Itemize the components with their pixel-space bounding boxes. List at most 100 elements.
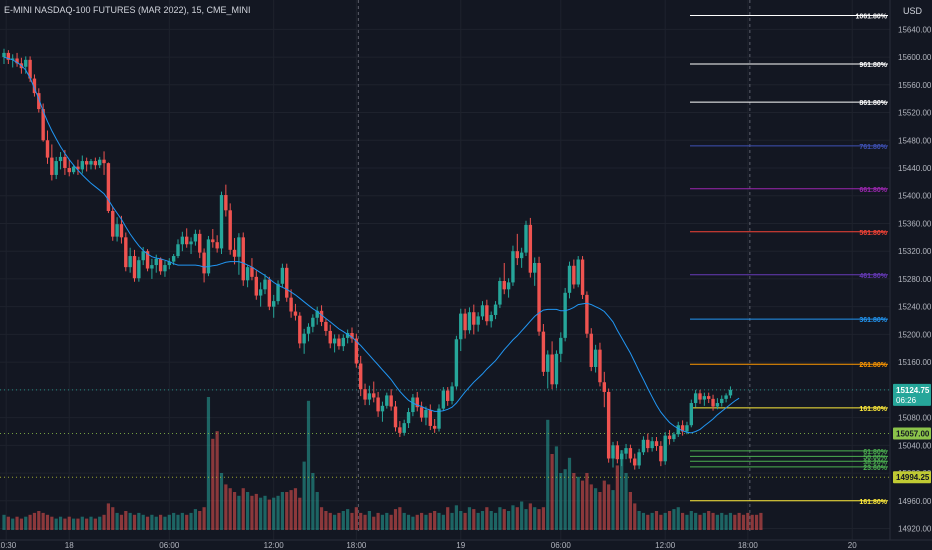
candle-body [437, 408, 441, 429]
candle-body [15, 58, 19, 64]
volume-bar [254, 493, 258, 530]
volume-bar [520, 501, 524, 530]
candle-body [450, 386, 454, 401]
volume-bar [402, 512, 406, 530]
candle-body [363, 389, 367, 400]
candle-body [563, 292, 567, 338]
volume-bar [337, 512, 341, 530]
volume-bar [741, 514, 746, 530]
price-badge-countdown: 06:26 [896, 396, 917, 405]
time-axis[interactable]: 20:30 18 06:00 12:00 18:00 19 06:00 12:00 18:00 2… [0, 539, 932, 550]
price-tick-label: 15360.00 [898, 219, 932, 228]
volume-bar [385, 512, 389, 530]
volume-bar [441, 514, 445, 530]
volume-bar [585, 473, 589, 530]
volume-bar [372, 516, 376, 530]
volume-bar [533, 507, 537, 530]
volume-bar [580, 480, 585, 530]
candle-body [446, 390, 450, 401]
price-tick-label: 15160.00 [898, 358, 932, 367]
candle-body [315, 310, 319, 318]
volume-bar [293, 488, 298, 530]
candle-body [546, 354, 550, 372]
candle-body [367, 393, 372, 400]
fib-label: 561.80% [859, 230, 887, 237]
price-tick-label: 14920.00 [898, 525, 932, 534]
volume-bar [128, 512, 132, 530]
volume-bar [359, 512, 363, 530]
candle-body [119, 224, 124, 238]
volume-bar [415, 514, 419, 530]
volume-bar [150, 514, 154, 530]
candle-body [498, 281, 502, 305]
volume-bar [124, 511, 128, 530]
volume-bar [154, 516, 158, 530]
candle-body [319, 310, 324, 322]
volume-bar [11, 518, 15, 530]
candle-body [372, 393, 376, 398]
candle-body [237, 237, 241, 257]
candle-body [163, 265, 167, 272]
volume-bar [737, 512, 741, 530]
candle-body [245, 267, 250, 281]
volume-bar [250, 495, 254, 530]
candle-body [611, 445, 615, 459]
time-tick-label: 06:00 [159, 541, 180, 550]
candle-body [424, 409, 428, 418]
candle-body [502, 281, 506, 290]
candle-body [150, 265, 154, 269]
price-tick-label: 15080.00 [898, 414, 932, 423]
volume-bar [489, 511, 493, 530]
candle-body [180, 236, 185, 245]
volume-bar [85, 518, 89, 530]
time-tick-label: 18:00 [346, 541, 367, 550]
volume-bar [715, 514, 719, 530]
volume-bar [524, 509, 528, 530]
volume-bar [246, 492, 250, 530]
price-tick-label: 15040.00 [898, 441, 932, 450]
volume-bar [63, 518, 67, 530]
volume-bar [324, 511, 328, 530]
candle-body [432, 425, 437, 429]
candle-body [411, 397, 415, 413]
candle-body [698, 393, 702, 400]
fib-label: 261.80% [859, 362, 887, 369]
volume-bar [215, 431, 219, 530]
fibonacci-levels: 1061.80% 961.80% 861.80% 761.80% 661.80% 561.… [0, 13, 890, 506]
volume-bar [119, 514, 124, 530]
candle-body [67, 168, 71, 173]
candle-body [576, 259, 580, 285]
fib-label: 761.80% [859, 144, 887, 151]
candle-body [228, 210, 232, 250]
candle-body [385, 395, 389, 406]
fib-label: 50.00% [863, 454, 888, 461]
volume-bar [685, 514, 689, 530]
volume-bar [141, 514, 145, 530]
candle-body [58, 156, 63, 162]
volume-bar [724, 514, 728, 530]
candle-body [137, 260, 141, 279]
candle-body [124, 237, 128, 268]
volume-bar [554, 446, 559, 530]
volume-bar [198, 511, 202, 530]
volume-bar [228, 488, 232, 530]
volume-bar [193, 509, 197, 530]
volume-bar [507, 511, 511, 530]
volume-bar [298, 497, 302, 530]
price-tick-label: 15600.00 [898, 53, 932, 62]
fib-label: 23.60% [863, 465, 888, 472]
fib-label: 361.80% [859, 317, 887, 324]
volume-bar [424, 514, 428, 530]
volume-bar [272, 497, 276, 530]
candle-body [128, 256, 132, 268]
candle-body [158, 258, 163, 272]
time-tick-label: 06:00 [551, 541, 572, 550]
volume-bar [67, 516, 71, 530]
volume-bar [646, 514, 650, 530]
volume-bar [615, 465, 619, 530]
candle-body [145, 251, 150, 269]
fib-label: 961.80% [859, 62, 887, 69]
volume-bar [546, 419, 550, 530]
candle-body [354, 338, 359, 364]
